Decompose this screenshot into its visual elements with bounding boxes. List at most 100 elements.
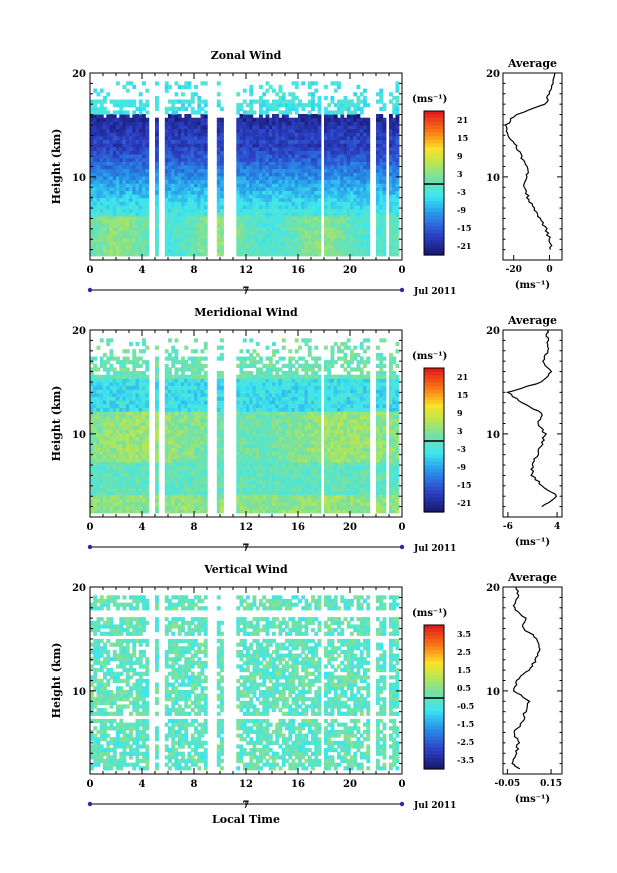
colorbar-band	[424, 393, 444, 398]
month-label: Jul 2011	[413, 544, 456, 554]
date-axis-start-marker	[87, 287, 93, 293]
colorbar-band	[424, 129, 444, 134]
profile-y-tick-label: 10	[486, 687, 500, 698]
colorbar-band	[424, 675, 444, 680]
colorbar-tick-label: 15	[457, 133, 468, 143]
colorbar-band	[424, 718, 444, 723]
colorbar-band	[424, 190, 444, 195]
panel-title: Meridional Wind	[194, 306, 298, 319]
colorbar-band	[424, 237, 444, 242]
colorbar-tick-label: -1.5	[457, 719, 474, 729]
colorbar-band	[424, 722, 444, 727]
colorbar-band	[424, 682, 444, 687]
colorbar-band	[424, 494, 444, 499]
colorbar-band	[424, 172, 444, 177]
profile-x-tick-label: 0.15	[540, 779, 562, 789]
colorbar-band	[424, 704, 444, 709]
colorbar-band	[424, 404, 444, 409]
x-tick-label: 8	[191, 265, 198, 276]
colorbar-band	[424, 625, 444, 630]
profile-y-tick-label: 10	[486, 430, 500, 441]
colorbar-band	[424, 729, 444, 734]
colorbar-band	[424, 743, 444, 748]
colorbar-tick-label: -3	[457, 444, 466, 454]
colorbar-frame	[423, 367, 445, 513]
profile-y-tick-label: 20	[486, 326, 500, 337]
colorbar-band	[424, 186, 444, 191]
colorbar-band	[424, 479, 444, 484]
colorbar-band	[424, 733, 444, 738]
colorbar-band	[424, 707, 444, 712]
y-tick-label: 10	[72, 173, 86, 184]
profile-x-tick-label: 4	[554, 522, 560, 532]
colorbar-band	[424, 504, 444, 509]
colorbar-band	[424, 147, 444, 152]
colorbar-band	[424, 425, 444, 430]
date-axis-start-marker	[87, 801, 93, 807]
colorbar-tick-label: 2.5	[457, 647, 471, 657]
colorbar-band	[424, 686, 444, 691]
profile-unit: (ms⁻¹)	[515, 537, 550, 548]
colorbar-tick-label: -3.5	[457, 755, 474, 765]
colorbar-band	[424, 371, 444, 376]
colorbar-band	[424, 483, 444, 488]
x-tick-label: 16	[291, 265, 305, 276]
colorbar-band	[424, 215, 444, 220]
colorbar-band	[424, 414, 444, 419]
colorbar-band	[424, 668, 444, 673]
colorbar-tick-label: -21	[457, 498, 471, 508]
colorbar-band	[424, 679, 444, 684]
colorbar-band	[424, 443, 444, 448]
colorbar-band	[424, 454, 444, 459]
colorbar-band	[424, 229, 444, 234]
colorbar-tick-label: 3	[457, 426, 463, 436]
date-label: 7	[243, 286, 250, 297]
x-tick-label: 0	[87, 265, 94, 276]
heatmap-cells	[90, 595, 400, 771]
profile-title: Average	[507, 571, 557, 584]
colorbar-band	[424, 646, 444, 651]
colorbar-band	[424, 154, 444, 159]
colorbar-band	[424, 436, 444, 441]
colorbar-band	[424, 725, 444, 730]
x-tick-label: 0	[87, 522, 94, 533]
x-tick-label: 8	[191, 779, 198, 790]
colorbar-unit: (ms⁻¹)	[412, 351, 447, 362]
colorbar-band	[424, 747, 444, 752]
profile-x-tick-label: -6	[503, 522, 513, 532]
colorbar-band	[424, 458, 444, 463]
colorbar-band	[424, 632, 444, 637]
colorbar-band	[424, 715, 444, 720]
x-tick-label: 0	[399, 265, 406, 276]
colorbar-band	[424, 697, 444, 702]
colorbar-band	[424, 179, 444, 184]
x-tick-label: 4	[139, 779, 146, 790]
colorbar-band	[424, 161, 444, 166]
colorbar-band	[424, 653, 444, 658]
colorbar-band	[424, 650, 444, 655]
colorbar-tick-label: 9	[457, 408, 463, 418]
y-tick-label: 20	[72, 326, 86, 337]
y-tick-label: 20	[72, 583, 86, 594]
colorbar-band	[424, 643, 444, 648]
colorbar-band	[424, 472, 444, 477]
colorbar-band	[424, 233, 444, 238]
colorbar-band	[424, 429, 444, 434]
colorbar-tick-label: 21	[457, 372, 468, 382]
average-profile: Average 10 20 -0.05 0.15 (ms⁻¹)	[486, 571, 563, 805]
x-tick-label: 20	[343, 779, 357, 790]
colorbar-band	[424, 422, 444, 427]
y-tick-label: 20	[72, 69, 86, 80]
y-axis-label: Height (km)	[50, 386, 63, 462]
colorbar-band	[424, 143, 444, 148]
x-tick-label: 0	[399, 779, 406, 790]
profile-y-tick-label: 10	[486, 173, 500, 184]
colorbar-band	[424, 400, 444, 405]
colorbar-band	[424, 751, 444, 756]
colorbar-band	[424, 671, 444, 676]
profile-line	[511, 586, 541, 770]
y-axis-label: Height (km)	[50, 129, 63, 205]
colorbar-band	[424, 476, 444, 481]
colorbar-band	[424, 635, 444, 640]
